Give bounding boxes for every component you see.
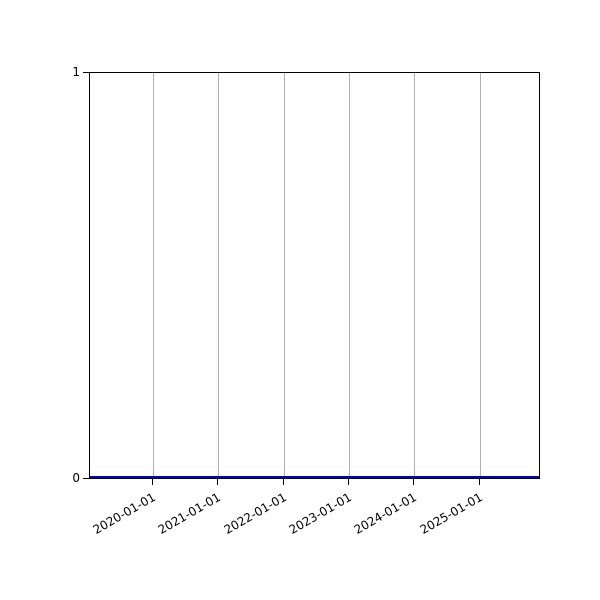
- x-tick-mark: [152, 479, 153, 485]
- plot-area: [89, 72, 540, 479]
- x-tick-mark: [348, 479, 349, 485]
- y-tick-mark: [83, 72, 89, 73]
- gridline-2024: [414, 73, 415, 478]
- y-tick-label-top: 1: [72, 65, 80, 79]
- gridline-2023: [349, 73, 350, 478]
- y-tick-mark: [83, 478, 89, 479]
- x-tick-mark: [413, 479, 414, 485]
- x-tick-mark: [283, 479, 284, 485]
- gridline-2021: [218, 73, 219, 478]
- gridline-2025: [480, 73, 481, 478]
- y-tick-label-bottom: 0: [72, 471, 80, 485]
- gridline-2022: [284, 73, 285, 478]
- gridline-2020: [153, 73, 154, 478]
- x-tick-mark: [217, 479, 218, 485]
- x-tick-mark: [479, 479, 480, 485]
- flat-zero-data-line: [90, 476, 539, 478]
